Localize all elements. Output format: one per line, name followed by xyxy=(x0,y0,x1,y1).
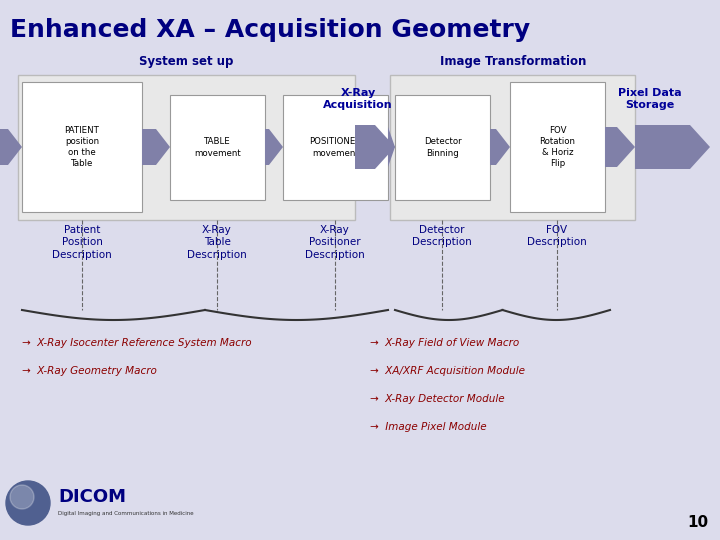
Polygon shape xyxy=(0,129,22,165)
Text: X-Ray
Positioner
Description: X-Ray Positioner Description xyxy=(305,225,365,260)
Text: →  X-Ray Field of View Macro: → X-Ray Field of View Macro xyxy=(370,338,519,348)
Text: PATIENT
position
on the
Table: PATIENT position on the Table xyxy=(65,126,99,168)
Text: TABLE
movement: TABLE movement xyxy=(194,138,241,158)
Text: →  X-Ray Isocenter Reference System Macro: → X-Ray Isocenter Reference System Macro xyxy=(22,338,251,348)
Text: →  X-Ray Detector Module: → X-Ray Detector Module xyxy=(370,394,505,404)
Text: DICOM: DICOM xyxy=(58,488,126,506)
FancyBboxPatch shape xyxy=(170,95,265,200)
Text: Detector
Description: Detector Description xyxy=(412,225,472,247)
Polygon shape xyxy=(605,127,635,167)
Text: Detector
Binning: Detector Binning xyxy=(423,138,462,158)
Text: X-Ray
Acquisition: X-Ray Acquisition xyxy=(323,88,393,110)
Text: Enhanced XA – Acquisition Geometry: Enhanced XA – Acquisition Geometry xyxy=(10,18,530,42)
Polygon shape xyxy=(388,127,395,167)
Polygon shape xyxy=(142,129,170,165)
Circle shape xyxy=(10,485,34,509)
Text: Image Transformation: Image Transformation xyxy=(440,55,586,68)
Text: Patient
Position
Description: Patient Position Description xyxy=(52,225,112,260)
Polygon shape xyxy=(265,129,283,165)
Text: FOV
Rotation
& Horiz
Flip: FOV Rotation & Horiz Flip xyxy=(539,126,575,168)
Text: →  X-Ray Geometry Macro: → X-Ray Geometry Macro xyxy=(22,366,157,376)
FancyBboxPatch shape xyxy=(510,82,605,212)
Text: FOV
Description: FOV Description xyxy=(527,225,587,247)
Text: X-Ray
Table
Description: X-Ray Table Description xyxy=(187,225,247,260)
Polygon shape xyxy=(635,125,710,169)
Text: →  Image Pixel Module: → Image Pixel Module xyxy=(370,422,487,432)
Circle shape xyxy=(6,481,50,525)
FancyBboxPatch shape xyxy=(22,82,142,212)
Text: →  XA/XRF Acquisition Module: → XA/XRF Acquisition Module xyxy=(370,366,525,376)
Text: Digital Imaging and Communications in Medicine: Digital Imaging and Communications in Me… xyxy=(58,510,194,516)
Text: POSITIONER
movement: POSITIONER movement xyxy=(310,138,361,158)
FancyBboxPatch shape xyxy=(18,75,355,220)
Text: Pixel Data
Storage: Pixel Data Storage xyxy=(618,88,682,110)
FancyBboxPatch shape xyxy=(390,75,635,220)
Text: System set up: System set up xyxy=(139,55,233,68)
Polygon shape xyxy=(490,129,510,165)
Polygon shape xyxy=(355,125,395,169)
FancyBboxPatch shape xyxy=(395,95,490,200)
Text: 10: 10 xyxy=(687,515,708,530)
FancyBboxPatch shape xyxy=(283,95,388,200)
